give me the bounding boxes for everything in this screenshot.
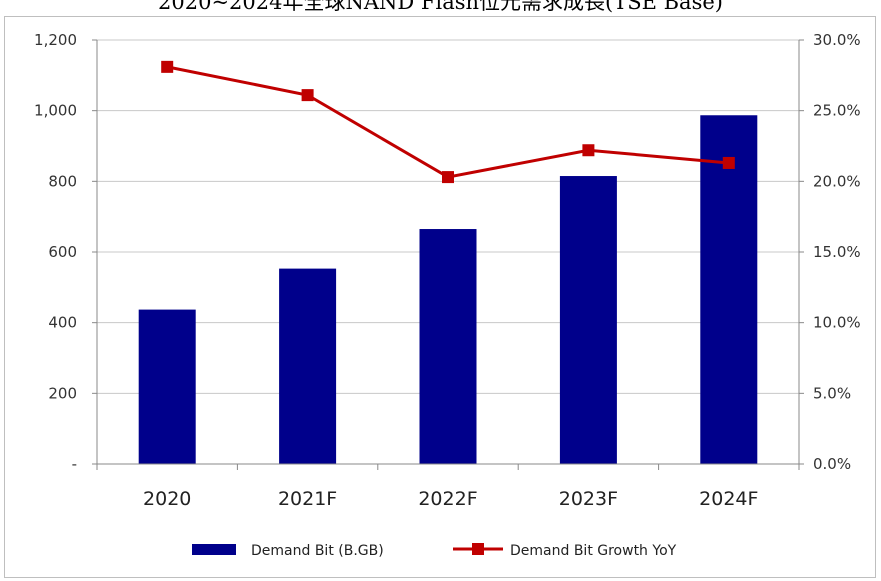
- y-right-tick-label: 15.0%: [813, 243, 861, 261]
- x-tick-label: 2024F: [699, 488, 758, 510]
- growth-point: [722, 156, 735, 169]
- x-tick-label: 2021F: [278, 488, 337, 510]
- y-right-tick-label: 20.0%: [813, 172, 861, 190]
- y-left-tick-label: -: [72, 455, 77, 473]
- legend-line-marker: [472, 543, 484, 555]
- x-tick-label: 2022F: [418, 488, 477, 510]
- y-left-tick-label: 400: [48, 314, 77, 332]
- y-right-tick-label: 25.0%: [813, 102, 861, 120]
- y-right-tick-label: 30.0%: [813, 31, 861, 49]
- bar: [419, 229, 477, 464]
- y-left-tick-label: 200: [48, 384, 77, 402]
- y-right-tick-label: 0.0%: [813, 455, 851, 473]
- y-left-tick-label: 600: [48, 243, 77, 261]
- legend-bar-swatch: [192, 544, 236, 555]
- y-left-tick-label: 1,200: [34, 31, 77, 49]
- growth-point: [301, 89, 314, 102]
- growth-point: [161, 60, 174, 73]
- bar: [559, 176, 617, 465]
- bar: [138, 309, 196, 464]
- x-tick-label: 2020: [143, 488, 191, 510]
- growth-point: [582, 144, 595, 157]
- y-left-tick-label: 1,000: [34, 102, 77, 120]
- chart-frame: [4, 16, 876, 578]
- page-title: 2020~2024年全球NAND Flash位元需求成長(TSE Base): [158, 0, 723, 14]
- legend-bar-label: Demand Bit (B.GB): [251, 543, 384, 559]
- growth-point: [442, 171, 454, 184]
- bar: [279, 268, 337, 464]
- growth-line: [166, 65, 729, 179]
- y-left-tick-label: 800: [48, 172, 77, 190]
- y-right-tick-label: 5.0%: [813, 384, 851, 402]
- x-tick-label: 2023F: [559, 488, 618, 510]
- y-right-tick-label: 10.0%: [813, 314, 861, 332]
- legend-line-label: Demand Bit Growth YoY: [510, 543, 677, 559]
- bar: [700, 115, 758, 464]
